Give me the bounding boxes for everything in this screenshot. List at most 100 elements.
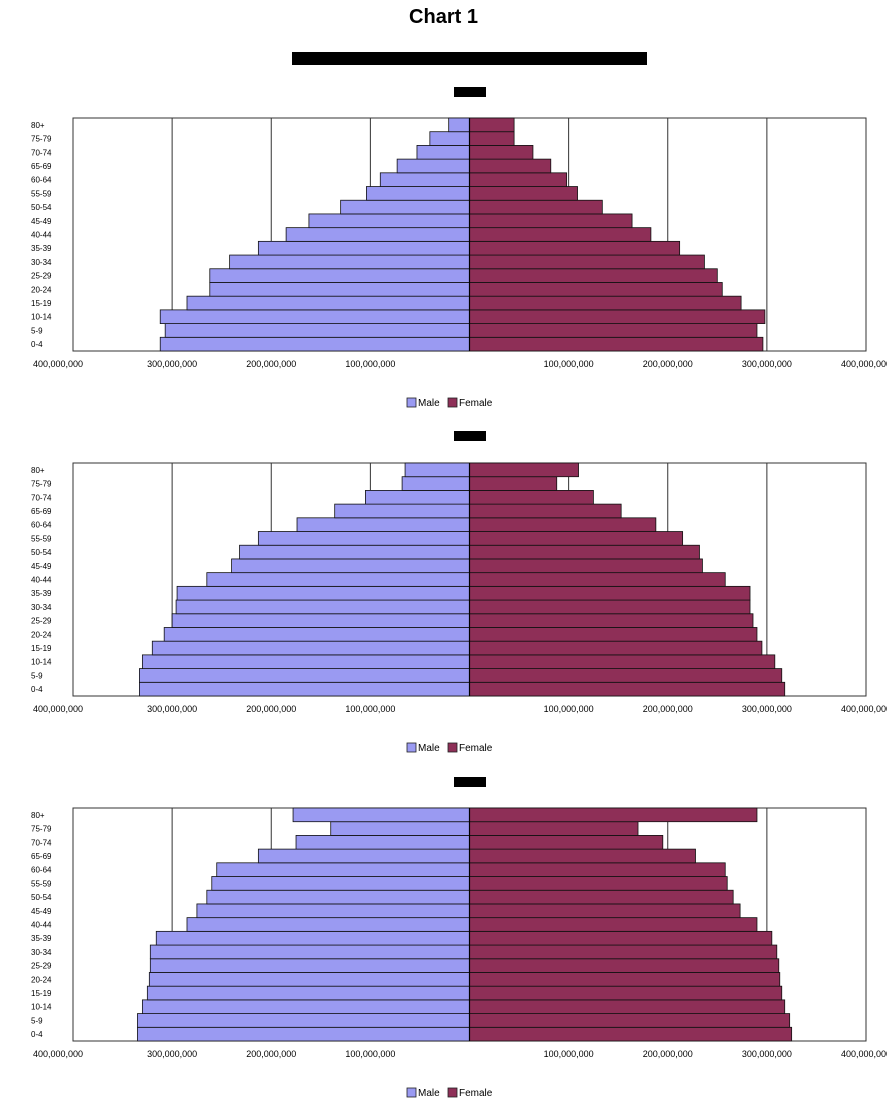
bar-male-55-59 [211, 876, 470, 891]
bar-male-40-44 [285, 227, 470, 242]
bar-male-0-4 [139, 681, 470, 697]
bar-female-55-59 [469, 186, 578, 201]
bar-male-70-74 [365, 490, 470, 505]
bar-male-30-34 [175, 599, 470, 615]
bar-male-60-64 [216, 862, 470, 877]
bar-male-80+ [292, 807, 470, 823]
category-label: 30-34 [31, 258, 52, 267]
x-tick-label: 200,000,000 [246, 704, 296, 714]
bar-male-5-9 [139, 668, 470, 683]
bar-male-65-69 [396, 158, 470, 174]
bar-male-25-29 [209, 268, 470, 283]
category-label: 75-79 [31, 825, 52, 834]
bar-female-65-69 [469, 503, 622, 519]
legend: Male Female [406, 742, 493, 754]
bar-female-15-19 [469, 295, 742, 311]
category-label: 55-59 [31, 189, 52, 198]
category-label: 45-49 [31, 907, 52, 916]
x-tick-label: 400,000,000 [841, 359, 887, 369]
category-label: 0-4 [31, 340, 43, 349]
category-label: 20-24 [31, 285, 52, 294]
x-tick-label: 300,000,000 [742, 359, 792, 369]
bar-female-20-24 [469, 972, 781, 987]
bar-female-70-74 [469, 490, 594, 505]
bar-female-80+ [469, 807, 758, 823]
x-tick-label: 200,000,000 [643, 704, 693, 714]
bar-female-50-54 [469, 544, 700, 560]
bar-female-30-34 [469, 254, 705, 270]
bar-female-0-4 [469, 681, 786, 697]
bar-female-20-24 [469, 282, 723, 297]
category-label: 60-64 [31, 866, 52, 875]
x-tick-label: 100,000,000 [544, 359, 594, 369]
category-label: 80+ [31, 811, 45, 820]
legend: Male Female [406, 397, 493, 409]
x-tick-label: 400,000,000 [841, 1049, 887, 1059]
category-label: 60-64 [31, 176, 52, 185]
bar-female-75-79 [469, 476, 558, 491]
bar-female-25-29 [469, 268, 718, 283]
x-tick-label: 200,000,000 [643, 359, 693, 369]
bar-female-50-54 [469, 889, 734, 905]
bar-female-30-34 [469, 944, 778, 960]
bar-male-65-69 [257, 848, 470, 864]
category-label: 70-74 [31, 493, 52, 502]
bar-female-35-39 [469, 585, 751, 601]
legend-swatch-female [447, 397, 458, 408]
bar-male-50-54 [206, 889, 470, 905]
legend-label-female: Female [459, 743, 493, 754]
bar-female-65-69 [469, 158, 552, 174]
x-tick-label: 300,000,000 [147, 359, 197, 369]
category-label: 30-34 [31, 603, 52, 612]
bar-male-20-24 [163, 627, 470, 642]
redacted-panel-label-3 [454, 777, 486, 787]
legend: Male Female [406, 1087, 493, 1099]
bar-male-40-44 [186, 917, 470, 932]
legend-label-male: Male [418, 398, 440, 409]
bar-female-35-39 [469, 930, 773, 946]
legend-swatch-male [406, 397, 417, 408]
redacted-panel-label-2 [454, 431, 486, 441]
x-tick-label: 400,000,000 [33, 704, 83, 714]
category-label: 15-19 [31, 644, 52, 653]
x-tick-label: 300,000,000 [742, 704, 792, 714]
bar-female-0-4 [469, 336, 764, 352]
bar-male-30-34 [229, 254, 470, 270]
bar-female-25-29 [469, 613, 754, 628]
bar-male-80+ [404, 462, 470, 478]
category-label: 70-74 [31, 838, 52, 847]
category-label: 50-54 [31, 893, 52, 902]
x-tick-label: 100,000,000 [544, 704, 594, 714]
bar-male-10-14 [141, 654, 470, 669]
x-tick-label: 100,000,000 [345, 704, 395, 714]
bar-female-5-9 [469, 323, 758, 338]
bar-male-70-74 [416, 145, 470, 160]
bar-female-5-9 [469, 1013, 791, 1028]
x-tick-label: 300,000,000 [742, 1049, 792, 1059]
category-label: 20-24 [31, 630, 52, 639]
bar-male-15-19 [151, 640, 470, 656]
category-label: 45-49 [31, 217, 52, 226]
bar-male-5-9 [164, 323, 470, 338]
bar-male-35-39 [155, 930, 470, 946]
bar-female-50-54 [469, 199, 603, 215]
category-label: 25-29 [31, 617, 52, 626]
x-tick-label: 200,000,000 [246, 359, 296, 369]
bar-female-10-14 [469, 309, 766, 324]
bar-female-70-74 [469, 145, 534, 160]
bar-female-80+ [469, 462, 579, 478]
category-label: 40-44 [31, 231, 52, 240]
population-pyramid-1: 0-4 5-9 10-14 15-19 20-24 25-29 30-34 35-39 40-4… [31, 117, 887, 409]
category-label: 10-14 [31, 1003, 52, 1012]
bar-female-60-64 [469, 862, 726, 877]
bar-male-0-4 [159, 336, 470, 352]
bar-male-5-9 [137, 1013, 470, 1028]
bar-male-15-19 [186, 295, 470, 311]
category-label: 40-44 [31, 921, 52, 930]
bar-male-60-64 [296, 517, 470, 532]
category-label: 35-39 [31, 244, 52, 253]
category-label: 40-44 [31, 576, 52, 585]
bar-male-50-54 [340, 199, 470, 215]
category-label: 5-9 [31, 1016, 43, 1025]
bar-male-60-64 [379, 172, 470, 187]
